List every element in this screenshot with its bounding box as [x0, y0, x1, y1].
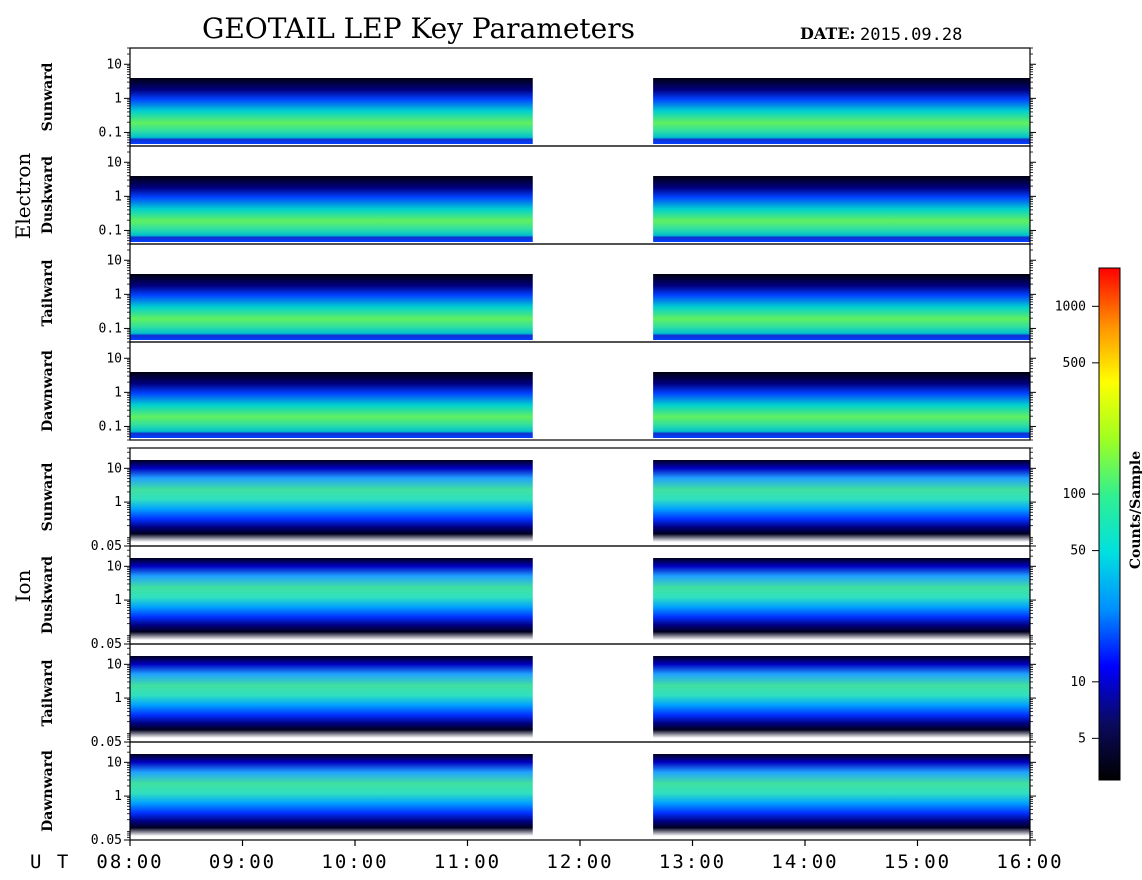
y-tick-label: 10 — [106, 461, 122, 476]
y-tick-label: 1 — [114, 593, 122, 608]
y-tick-label: 1 — [114, 789, 122, 804]
y-tick-label: 0.1 — [99, 419, 122, 434]
group-label-ion: Ion — [11, 569, 35, 602]
y-tick-label: 1 — [114, 287, 122, 302]
y-tick-label: 10 — [106, 559, 122, 574]
panel-frame — [129, 341, 1031, 441]
direction-label: Tailward — [40, 659, 56, 726]
x-tick-label: 11:00 — [434, 851, 501, 873]
colorbar-tick-label: 500 — [1063, 356, 1086, 371]
direction-label: Duskward — [40, 556, 56, 634]
date-value: 2015.09.28 — [860, 25, 962, 45]
spectrogram-segment-post-gap — [653, 78, 1030, 144]
x-tick-label: 10:00 — [321, 851, 388, 873]
spectrogram-segment-post-gap — [653, 372, 1030, 438]
panel-electron-dawnward: 10 1 0.1 Dawnward — [40, 341, 1036, 441]
group-label-electron: Electron — [11, 153, 35, 240]
colorbar-gradient — [1098, 267, 1121, 781]
y-tick-label: 10 — [106, 155, 122, 170]
spectrogram-segment-pre-gap — [130, 78, 533, 144]
y-tick-label: 1 — [114, 385, 122, 400]
y-tick-label: 0.05 — [91, 637, 122, 652]
y-tick-label: 0.05 — [91, 539, 122, 554]
colorbar-tick-label: 1000 — [1055, 299, 1086, 314]
date-label: DATE: — [800, 24, 855, 43]
y-tick-label: 10 — [106, 57, 122, 72]
x-tick-label: 09:00 — [209, 851, 276, 873]
x-tick-label: 12:00 — [546, 851, 613, 873]
colorbar-title: Counts/Sample — [1128, 451, 1142, 569]
panels-layer: 10 1 0.1 Sunward 10 1 0.1 Duskward 10 1 0.1 Tailwar… — [40, 47, 1036, 848]
colorbar-tick-label: 10 — [1070, 675, 1086, 690]
x-tick-label: 08:00 — [96, 851, 163, 873]
panel-ion-dawnward: 10 1 0.05 Dawnward — [40, 741, 1036, 848]
y-tick-label: 1 — [114, 691, 122, 706]
panel-ion-tailward: 10 1 0.05 Tailward — [40, 643, 1036, 750]
direction-label: Dawnward — [40, 750, 56, 832]
figure-title: GEOTAIL LEP Key Parameters — [202, 12, 635, 45]
x-tick-label: 15:00 — [884, 851, 951, 873]
x-tick-label: 13:00 — [659, 851, 726, 873]
spectrogram-segment-pre-gap — [130, 558, 533, 640]
y-tick-label: 10 — [106, 657, 122, 672]
y-tick-label: 1 — [114, 495, 122, 510]
spectrogram-segment-post-gap — [653, 460, 1030, 542]
y-tick-label: 10 — [106, 351, 122, 366]
x-axis-ticks: 08:00 09:00 10:00 11:00 12:00 13:00 14:00 15:00… — [96, 840, 1063, 873]
direction-label: Dawnward — [40, 350, 56, 432]
y-tick-label: 10 — [106, 253, 122, 268]
panel-electron-sunward: 10 1 0.1 Sunward — [40, 47, 1036, 147]
x-tick-label: 14:00 — [771, 851, 838, 873]
panel-ion-duskward: 10 1 0.05 Duskward — [40, 545, 1036, 652]
y-tick-label: 0.05 — [91, 735, 122, 750]
y-tick-label: 10 — [106, 755, 122, 770]
y-tick-label: 1 — [114, 189, 122, 204]
spectrogram-segment-post-gap — [653, 558, 1030, 640]
y-tick-label: 1 — [114, 91, 122, 106]
y-tick-label: 0.05 — [91, 833, 122, 848]
colorbar: 1000 500 100 50 10 5 — [1055, 267, 1121, 781]
direction-label: Duskward — [40, 156, 56, 234]
spectrogram-segment-post-gap — [653, 176, 1030, 242]
panel-ion-sunward: 10 1 0.05 Sunward — [40, 447, 1036, 554]
direction-label: Sunward — [40, 62, 56, 131]
spectrogram-segment-pre-gap — [130, 372, 533, 438]
spectrogram-segment-pre-gap — [130, 176, 533, 242]
spectrogram-segment-pre-gap — [130, 274, 533, 340]
panel-electron-duskward: 10 1 0.1 Duskward — [40, 145, 1036, 245]
colorbar-tick-label: 100 — [1063, 487, 1086, 502]
spectrogram-segment-pre-gap — [130, 460, 533, 542]
direction-label: Tailward — [40, 259, 56, 326]
ut-axis-prefix: U T — [30, 851, 70, 873]
spectrogram-segment-pre-gap — [130, 656, 533, 738]
spectrogram-segment-pre-gap — [130, 754, 533, 836]
colorbar-tick-label: 50 — [1070, 544, 1086, 559]
colorbar-tick-label: 5 — [1078, 731, 1086, 746]
x-tick-label: 16:00 — [996, 851, 1063, 873]
y-tick-label: 0.1 — [99, 125, 122, 140]
y-tick-label: 0.1 — [99, 321, 122, 336]
panel-electron-tailward: 10 1 0.1 Tailward — [40, 243, 1036, 343]
spectrogram-segment-post-gap — [653, 754, 1030, 836]
spectrogram-segment-post-gap — [653, 656, 1030, 738]
direction-label: Sunward — [40, 462, 56, 531]
spectrogram-segment-post-gap — [653, 274, 1030, 340]
y-tick-label: 0.1 — [99, 223, 122, 238]
